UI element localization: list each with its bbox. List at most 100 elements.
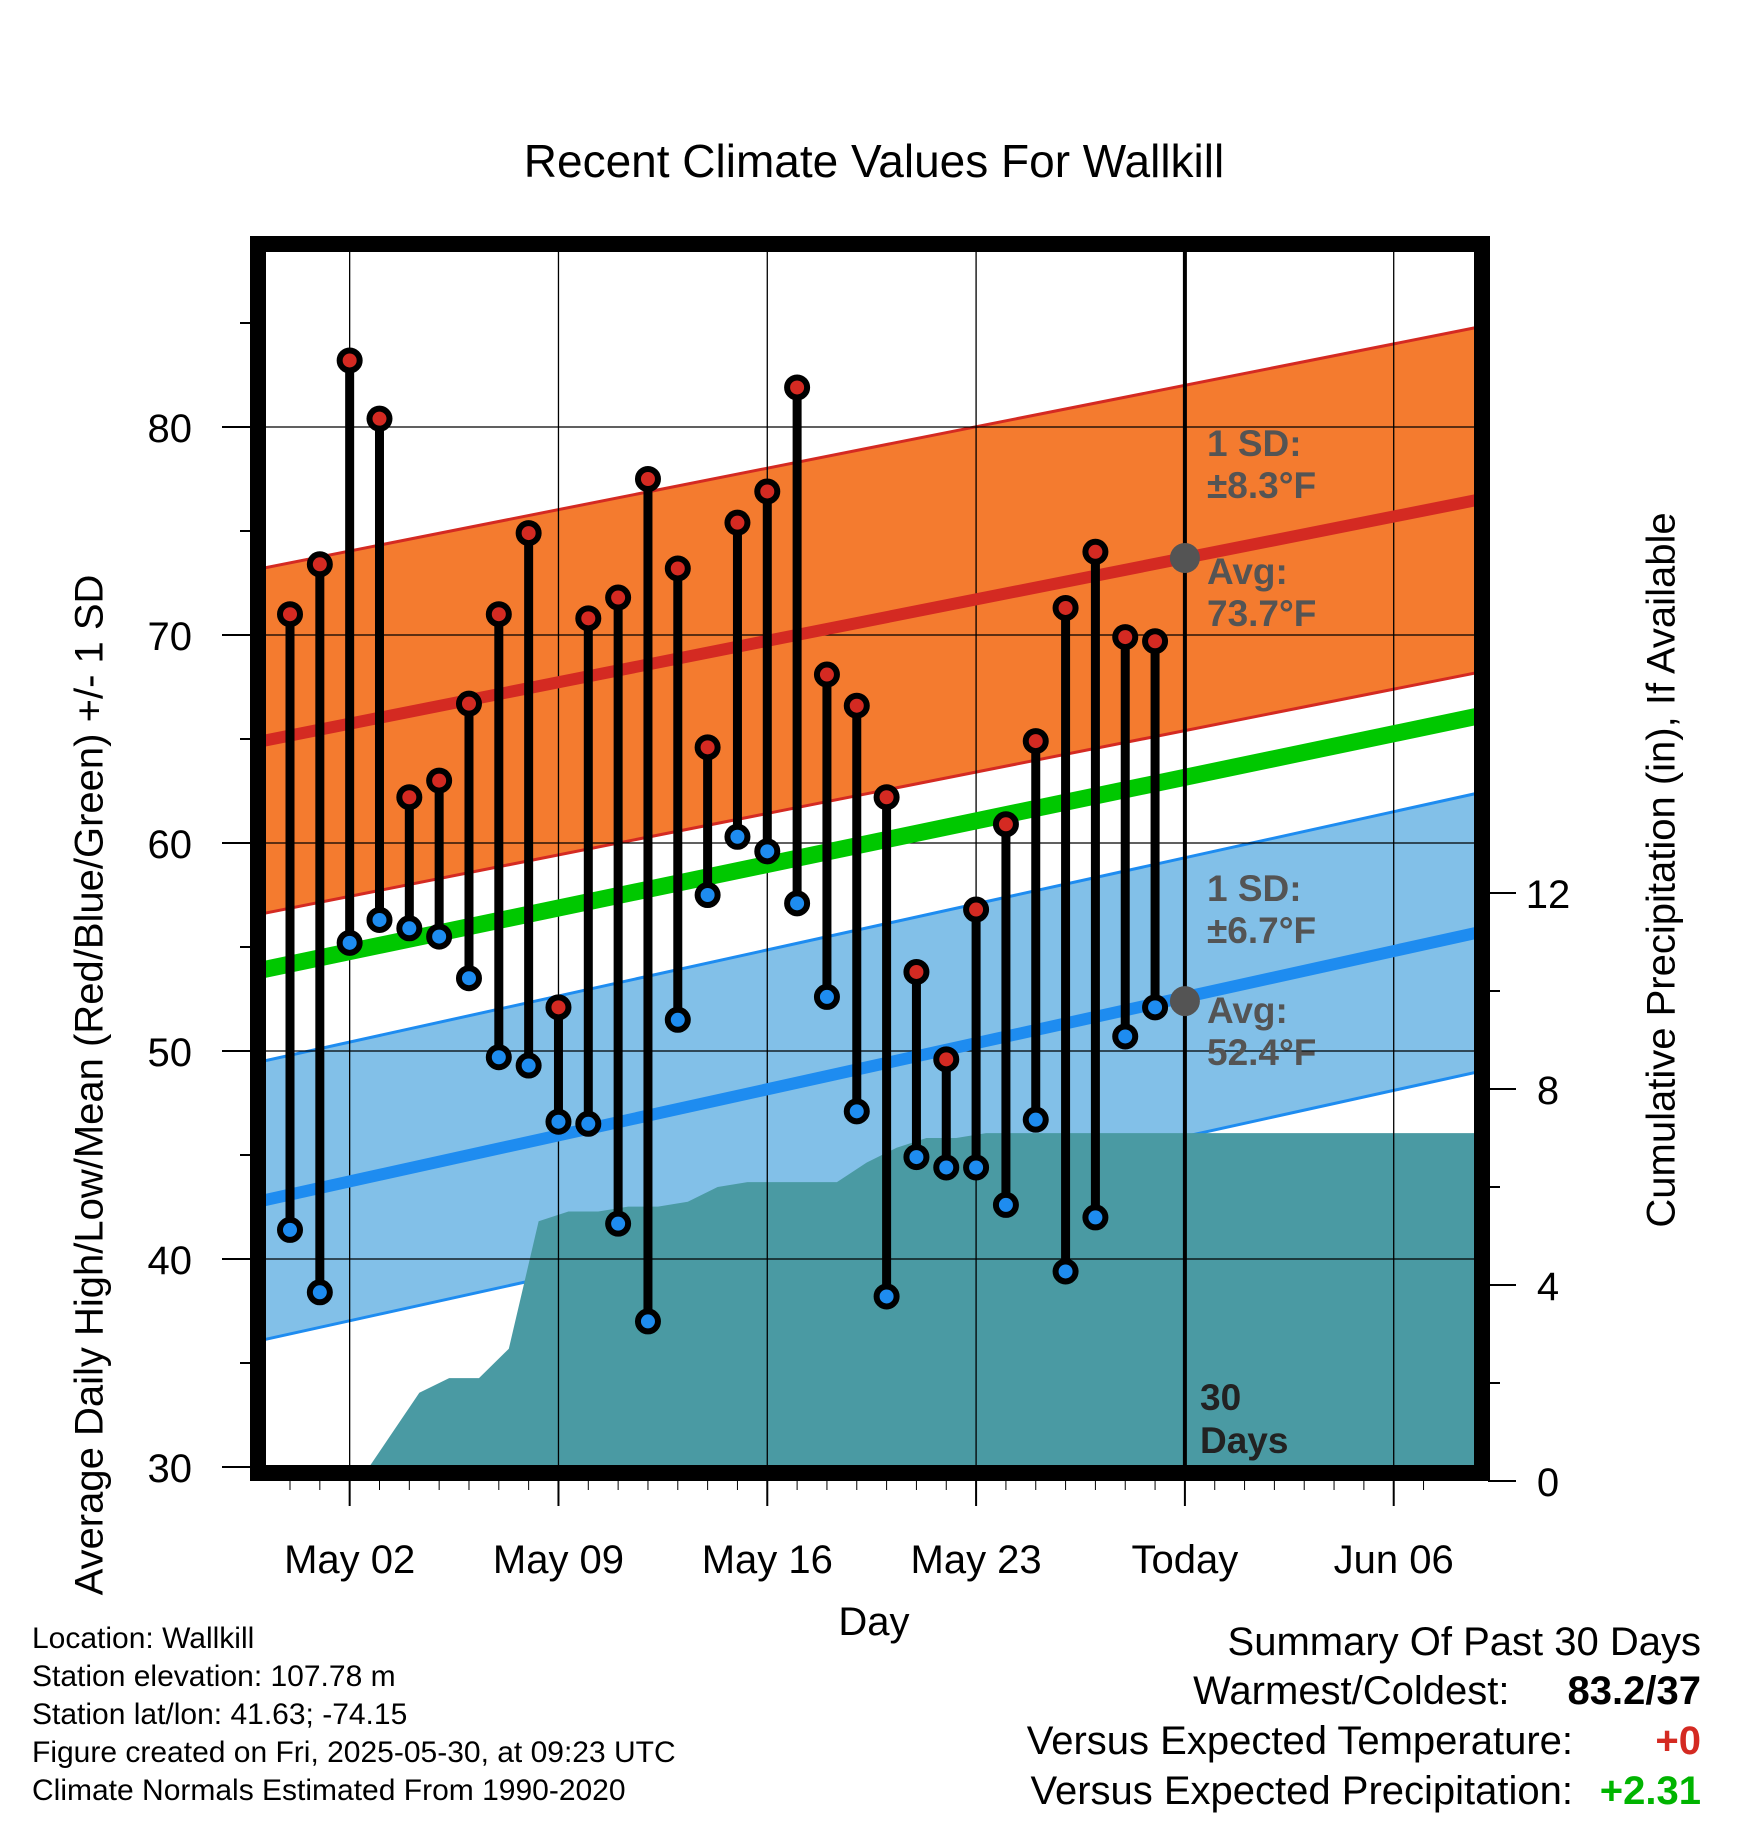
low-point (605, 1210, 632, 1237)
low-point (933, 1154, 960, 1181)
plot-content (262, 248, 1478, 1469)
normal-low-line (262, 926, 1478, 1207)
low-point (754, 838, 781, 865)
high-point (873, 784, 900, 811)
left-tick-label: 50 (148, 1031, 193, 1075)
high-avg-value: 73.7°F (1207, 593, 1316, 634)
x-axis-label: Day (838, 1600, 910, 1644)
low-point (694, 882, 721, 908)
low-point (396, 915, 423, 942)
location-text: Location: Wallkill (32, 1622, 255, 1655)
low-point (1052, 1258, 1079, 1285)
high-point (694, 734, 721, 761)
summary-title: Summary Of Past 30 Days (1227, 1620, 1701, 1664)
elevation-text: Station elevation: 107.78 m (32, 1660, 396, 1693)
low-point (1142, 994, 1169, 1021)
low-point (873, 1283, 900, 1310)
high-point (813, 661, 840, 688)
precip-label: Versus Expected Precipitation: (1030, 1769, 1573, 1813)
low-point (1022, 1106, 1049, 1133)
low-point (963, 1154, 990, 1181)
high-point (963, 896, 990, 923)
high-point (277, 601, 303, 628)
right-tick-label: 12 (1526, 873, 1571, 917)
high-point (664, 555, 691, 582)
y-axis-right-label: Cumulative Precipitation (in), If Availa… (1639, 512, 1684, 1228)
low-point (784, 890, 811, 917)
x-axis: May 02 May 09 May 16 May 23 Today Jun 06 (284, 1481, 1454, 1582)
warm-cold-row: Warmest/Coldest: 83.2/37 (1027, 1666, 1701, 1716)
high-point (933, 1046, 960, 1073)
low-point (366, 906, 393, 933)
high-point (575, 605, 602, 632)
high-point (1052, 594, 1079, 621)
high-point (784, 374, 811, 401)
low-point (634, 1308, 661, 1335)
high-point (545, 994, 572, 1021)
low-point (843, 1098, 870, 1125)
high-point (396, 784, 423, 811)
low-point (1082, 1204, 1109, 1231)
x-tick-label: May 23 (911, 1538, 1042, 1582)
x-tick-label: Today (1132, 1538, 1239, 1582)
x-tick-label: May 02 (284, 1538, 415, 1582)
left-axis: 30 40 50 60 70 80 (148, 322, 252, 1491)
low-point (903, 1144, 930, 1171)
normals-text: Climate Normals Estimated From 1990-2020 (32, 1774, 626, 1807)
high-point (366, 405, 393, 432)
low-point (1112, 1023, 1139, 1050)
high-point (992, 811, 1019, 838)
chart-title: Recent Climate Values For Wallkill (523, 135, 1225, 187)
plot-frame (250, 236, 1490, 1481)
low-point (336, 929, 363, 956)
precip-row: Versus Expected Precipitation: +2.31 (1027, 1766, 1701, 1816)
x-tick-label: May 16 (702, 1538, 833, 1582)
left-tick-label: 30 (148, 1447, 193, 1491)
high-point (1142, 628, 1169, 655)
right-axis: 0 4 8 12 (1488, 873, 1570, 1505)
low-point (306, 1279, 333, 1306)
high-point (605, 584, 632, 611)
latlon-text: Station lat/lon: 41.63; -74.15 (32, 1698, 408, 1731)
low-point (664, 1006, 691, 1033)
high-point (1112, 624, 1139, 651)
low-point (515, 1052, 542, 1079)
warm-cold-value: 83.2/37 (1567, 1669, 1701, 1713)
x-tick-label: Jun 06 (1334, 1538, 1454, 1582)
right-tick-label: 8 (1537, 1069, 1559, 1113)
annotations: 1 SD: ±8.3°F Avg: 73.7°F 1 SD: ±6.7°F Av… (1200, 423, 1316, 1461)
high-point (754, 478, 781, 505)
low-point (277, 1216, 303, 1243)
left-tick-label: 70 (148, 615, 193, 659)
high-point (306, 551, 333, 578)
days-word: Days (1200, 1420, 1288, 1461)
right-tick-label: 0 (1537, 1461, 1559, 1505)
high-point (455, 690, 482, 717)
created-text: Figure created on Fri, 2025-05-30, at 09… (32, 1736, 676, 1769)
low-point (455, 965, 482, 992)
temp-value: +0 (1655, 1719, 1701, 1763)
high-sd-value: ±8.3°F (1207, 465, 1316, 506)
precip-value: +2.31 (1599, 1769, 1701, 1813)
low-point (545, 1108, 572, 1135)
cumulative-precip-area (262, 1133, 1478, 1469)
plot-area (250, 236, 1490, 1481)
high-point (336, 347, 363, 374)
station-info: Location: Wallkill Station elevation: 10… (32, 1620, 676, 1810)
high-point (1082, 538, 1109, 565)
days-count: 30 (1200, 1377, 1241, 1418)
temp-row: Versus Expected Temperature: +0 (1027, 1716, 1701, 1766)
high-point (485, 601, 512, 628)
today-low-avg-dot (1169, 986, 1200, 1017)
high-sd-label: 1 SD: (1207, 423, 1302, 464)
high-avg-label: Avg: (1207, 551, 1288, 592)
temp-label: Versus Expected Temperature: (1026, 1719, 1573, 1763)
y-axis-left-label: Average Daily High/Low/Mean (Red/Blue/Gr… (67, 574, 112, 1596)
left-tick-label: 80 (148, 407, 193, 451)
left-tick-label: 40 (148, 1239, 193, 1283)
high-point (903, 958, 930, 985)
high-point (724, 509, 751, 536)
low-sd-value: ±6.7°F (1207, 910, 1316, 951)
low-point (724, 823, 751, 850)
